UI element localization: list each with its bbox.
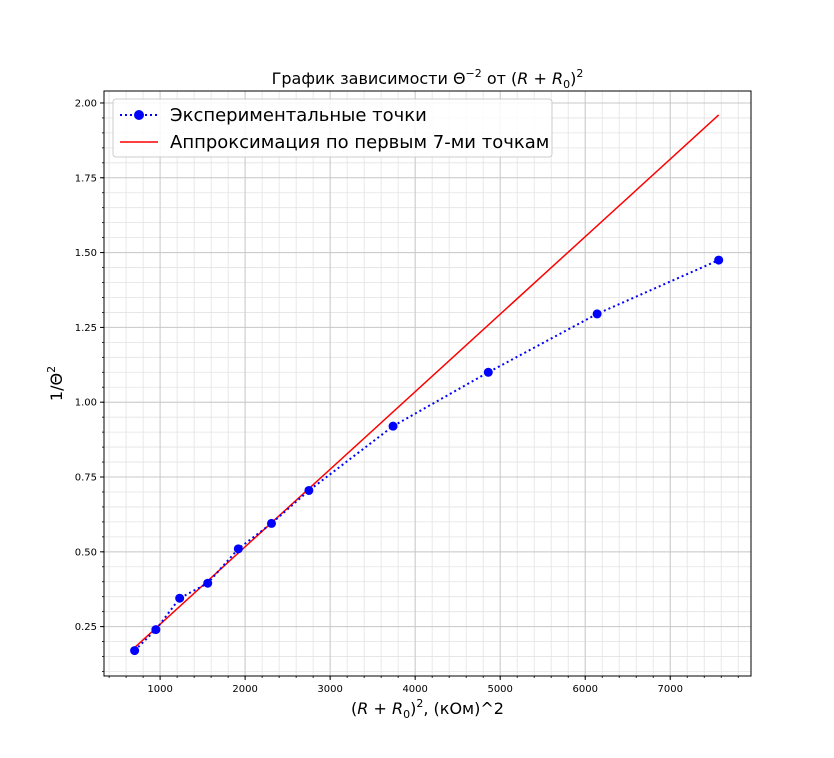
data-point [151, 625, 161, 635]
data-point [714, 255, 724, 265]
x-tick-label: 2000 [232, 684, 257, 695]
legend-marker-series-1 [134, 110, 144, 120]
y-tick-label: 1.25 [75, 323, 97, 334]
data-point [130, 646, 140, 656]
y-axis-label: 1/Θ2 [45, 366, 66, 401]
x-tick-label: 3000 [317, 684, 342, 695]
grid-layer [104, 91, 751, 676]
y-tick-label: 1.75 [75, 173, 97, 184]
data-point [304, 485, 314, 495]
plot-frame [103, 90, 752, 677]
series-layer [130, 114, 724, 656]
x-tick-label: 1000 [147, 684, 172, 695]
legend-box [112, 98, 553, 158]
y-tick-label: 1.00 [75, 398, 97, 409]
y-tick-label: 1.50 [75, 248, 97, 259]
y-tick-label: 0.50 [75, 547, 97, 558]
chart-title: График зависимости Θ−2 от (R + R0)2 [272, 67, 584, 91]
legend-label-series-2: Аппроксимация по первым 7-ми точкам [170, 132, 549, 153]
data-point [175, 593, 185, 603]
data-point [266, 518, 276, 528]
data-point [388, 421, 398, 431]
x-axis-label: (R + R0)2, (кОм)^2 [351, 697, 504, 721]
experimental-line [133, 259, 720, 652]
y-tick-label: 2.00 [75, 98, 97, 109]
y-tick-label: 0.75 [75, 473, 97, 484]
x-tick-label: 5000 [487, 684, 512, 695]
data-point [592, 309, 602, 319]
legend-label-series-1: Экспериментальные точки [170, 105, 427, 126]
x-tick-label: 7000 [658, 684, 683, 695]
x-tick-label: 6000 [572, 684, 597, 695]
data-point [203, 578, 213, 588]
legend: Экспериментальные точки Аппроксимация по… [112, 98, 553, 158]
fit-line [134, 114, 720, 649]
data-point [233, 544, 243, 554]
y-tick-label: 0.25 [75, 622, 97, 633]
x-tick-label: 4000 [402, 684, 427, 695]
data-point [483, 367, 493, 377]
